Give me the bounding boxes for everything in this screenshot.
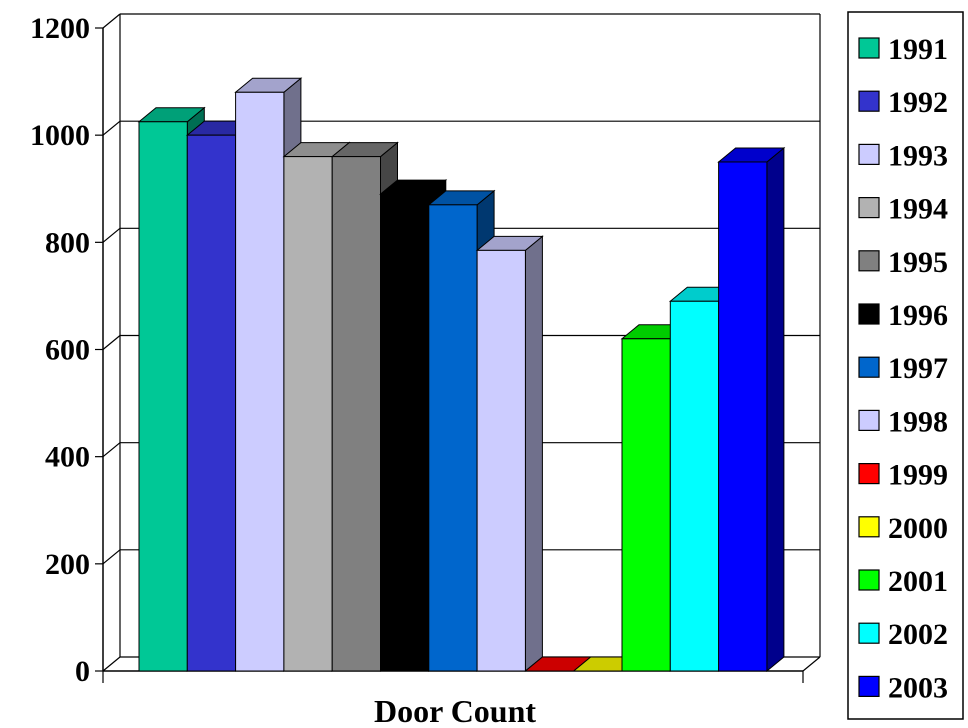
bar-front bbox=[428, 204, 478, 672]
gridline-wall bbox=[102, 13, 121, 29]
legend-item-1998: 1998 bbox=[858, 405, 948, 438]
legend-item-1999: 1999 bbox=[858, 459, 948, 492]
legend-swatch bbox=[858, 143, 880, 165]
legend-item-1991: 1991 bbox=[858, 33, 948, 66]
bar-front bbox=[380, 193, 430, 672]
legend-item-2001: 2001 bbox=[858, 565, 948, 598]
gridline-wall bbox=[102, 442, 121, 458]
bar-2003 bbox=[717, 146, 786, 673]
y-tick-label: 0 bbox=[75, 655, 90, 688]
legend-label: 1998 bbox=[888, 405, 948, 438]
y-tick-label: 600 bbox=[45, 334, 90, 367]
y-tick-label: 1200 bbox=[30, 12, 90, 45]
bar-side bbox=[524, 235, 543, 673]
legend-label: 1991 bbox=[888, 33, 948, 66]
bar-front bbox=[283, 156, 333, 672]
legend-item-2003: 2003 bbox=[858, 671, 948, 704]
legend-label: 1995 bbox=[888, 246, 948, 279]
bar-front bbox=[669, 300, 720, 672]
legend-swatch bbox=[858, 569, 880, 591]
bar-1998 bbox=[475, 235, 544, 673]
legend-item-1996: 1996 bbox=[858, 299, 948, 332]
legend-label: 2000 bbox=[888, 512, 948, 545]
legend-item-1992: 1992 bbox=[858, 86, 948, 119]
y-tick-label: 200 bbox=[45, 548, 90, 581]
floor-edge bbox=[802, 656, 821, 672]
legend-item-2000: 2000 bbox=[858, 512, 948, 545]
y-tick-labels: 0 200 400 600 800 1000 1200 bbox=[30, 12, 90, 688]
legend-swatch bbox=[858, 409, 880, 431]
legend-item-1993: 1993 bbox=[858, 139, 948, 172]
bar-front bbox=[138, 121, 188, 672]
bar-front bbox=[331, 156, 382, 672]
legend-swatch bbox=[858, 90, 880, 112]
legend-swatch bbox=[858, 675, 880, 698]
bar-front bbox=[235, 91, 285, 672]
legend-swatch bbox=[858, 250, 880, 272]
legend-swatch bbox=[858, 463, 880, 485]
legend-item-1995: 1995 bbox=[858, 246, 948, 279]
gridline-wall bbox=[102, 656, 121, 672]
bar-side bbox=[766, 146, 785, 673]
legend-label: 2002 bbox=[888, 618, 948, 651]
bars bbox=[137, 77, 786, 673]
legend-swatch bbox=[858, 516, 880, 538]
legend: 1991 1992 1993 1994 1995 1996 1997 1998 1999 2000… bbox=[847, 11, 964, 720]
legend-swatch bbox=[858, 356, 880, 378]
bar-front bbox=[186, 134, 237, 672]
legend-item-1994: 1994 bbox=[858, 193, 948, 226]
legend-label: 1993 bbox=[888, 139, 948, 172]
legend-swatch bbox=[858, 303, 880, 325]
gridline-wall bbox=[102, 120, 121, 136]
legend-swatch bbox=[858, 622, 880, 644]
y-tick-label: 400 bbox=[45, 441, 90, 474]
legend-label: 2003 bbox=[888, 671, 948, 704]
legend-label: 1992 bbox=[888, 86, 948, 119]
legend-label: 2001 bbox=[888, 565, 948, 598]
bar-front bbox=[718, 161, 768, 672]
legend-swatch bbox=[858, 37, 880, 59]
legend-label: 1999 bbox=[888, 459, 948, 492]
legend-item-2002: 2002 bbox=[858, 618, 948, 651]
y-tick-label: 1000 bbox=[30, 119, 90, 152]
gridline-wall bbox=[102, 549, 121, 565]
legend-swatch bbox=[858, 197, 880, 219]
bar-front bbox=[621, 338, 671, 672]
legend-item-1997: 1997 bbox=[858, 352, 948, 385]
legend-label: 1996 bbox=[888, 299, 948, 332]
legend-label: 1997 bbox=[888, 352, 948, 385]
gridline-wall bbox=[102, 227, 121, 243]
bar-front bbox=[476, 249, 526, 672]
legend-label: 1994 bbox=[888, 193, 948, 226]
gridline-wall bbox=[102, 335, 121, 350]
y-tick-label: 800 bbox=[45, 226, 90, 259]
x-axis-label: Door Count bbox=[374, 693, 536, 728]
